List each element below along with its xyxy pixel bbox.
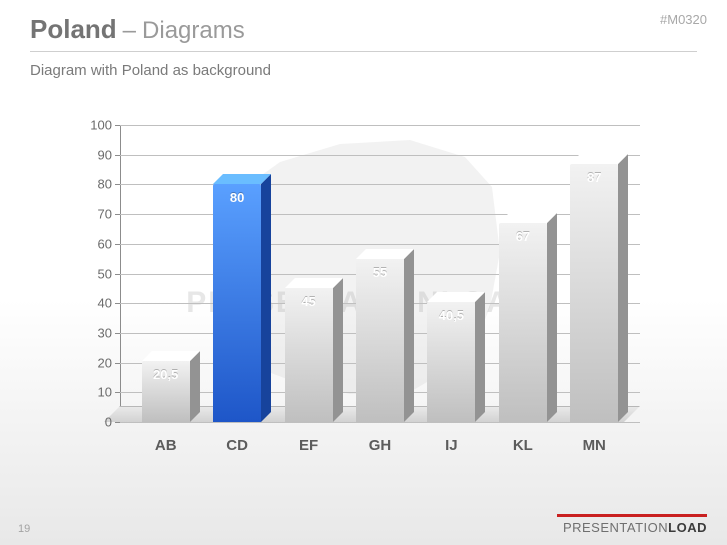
bar-value-label: 45	[285, 294, 333, 309]
bar-value-label: 40,5	[427, 308, 475, 323]
bar-slot: 67	[499, 125, 547, 422]
bar-top-face	[142, 351, 200, 361]
bar-value-label: 55	[356, 265, 404, 280]
slide-id-tag: #M0320	[660, 12, 707, 27]
page-number: 19	[18, 523, 30, 535]
y-tick-label: 40	[98, 296, 120, 311]
x-axis-label: GH	[356, 437, 404, 454]
bar-slot: 55	[356, 125, 404, 422]
y-tick-label: 80	[98, 177, 120, 192]
bar-value-label: 20,5	[142, 367, 190, 382]
x-axis-label: IJ	[427, 437, 475, 454]
bar-slot: 40,5	[427, 125, 475, 422]
y-tick-label: 90	[98, 147, 120, 162]
bar-side-face	[618, 154, 628, 422]
y-tick-label: 100	[90, 118, 120, 133]
title-separator: –	[123, 17, 136, 45]
bar-top-face	[570, 154, 628, 164]
bars-group: 20,5 80 45 55 40,5 67 87	[120, 125, 640, 422]
bar-top-face	[427, 292, 485, 302]
x-axis-label: EF	[285, 437, 333, 454]
bar-value-label: 67	[499, 229, 547, 244]
bar-side-face	[547, 213, 557, 422]
bar-slot: 45	[285, 125, 333, 422]
x-axis-label: AB	[142, 437, 190, 454]
y-tick-label: 0	[105, 415, 120, 430]
bar-side-face	[190, 351, 200, 422]
bar-side-face	[261, 174, 271, 422]
bar-side-face	[475, 292, 485, 422]
bar-front-face	[356, 259, 404, 422]
title-row: Poland – Diagrams	[30, 14, 727, 45]
bar-side-face	[333, 278, 343, 422]
y-tick-label: 30	[98, 325, 120, 340]
x-axis-label: MN	[570, 437, 618, 454]
bar: 67	[499, 223, 547, 422]
y-tick-label: 10	[98, 385, 120, 400]
bar-front-face	[213, 184, 261, 422]
bar-highlighted: 80	[213, 184, 261, 422]
bar-top-face	[499, 213, 557, 223]
y-tick-label: 60	[98, 236, 120, 251]
bar-top-face	[356, 249, 414, 259]
brand-part-1: PRESENTATION	[563, 520, 668, 535]
bar: 87	[570, 164, 618, 422]
bar: 45	[285, 288, 333, 422]
title-sub: Diagrams	[142, 17, 245, 45]
bar-front-face	[570, 164, 618, 422]
x-axis-labels: AB CD EF GH IJ KL MN	[120, 437, 640, 454]
bar-slot: 20,5	[142, 125, 190, 422]
gridline	[120, 422, 640, 423]
bar-chart: PRESENTATIONLOAD 0102030405060708090100 …	[80, 125, 640, 480]
subtitle: Diagram with Poland as background	[0, 52, 727, 79]
brand-logo-text: PRESENTATIONLOAD	[563, 520, 707, 535]
brand-part-2: LOAD	[668, 520, 707, 535]
plot-area: 0102030405060708090100 20,580455540,5678…	[120, 125, 640, 422]
bar: 55	[356, 259, 404, 422]
bar: 20,5	[142, 361, 190, 422]
slide-header: Poland – Diagrams	[0, 0, 727, 45]
y-tick-label: 20	[98, 355, 120, 370]
brand-accent-bar	[557, 514, 707, 517]
bar: 40,5	[427, 302, 475, 422]
y-tick-label: 70	[98, 207, 120, 222]
bar-slot: 80	[213, 125, 261, 422]
bar-value-label: 80	[213, 190, 261, 205]
x-axis-label: CD	[213, 437, 261, 454]
y-tick-label: 50	[98, 266, 120, 281]
bar-value-label: 87	[570, 170, 618, 185]
bar-front-face	[499, 223, 547, 422]
title-main: Poland	[30, 14, 117, 45]
x-axis-label: KL	[499, 437, 547, 454]
bar-top-face	[285, 278, 343, 288]
bar-side-face	[404, 249, 414, 422]
bar-slot: 87	[570, 125, 618, 422]
